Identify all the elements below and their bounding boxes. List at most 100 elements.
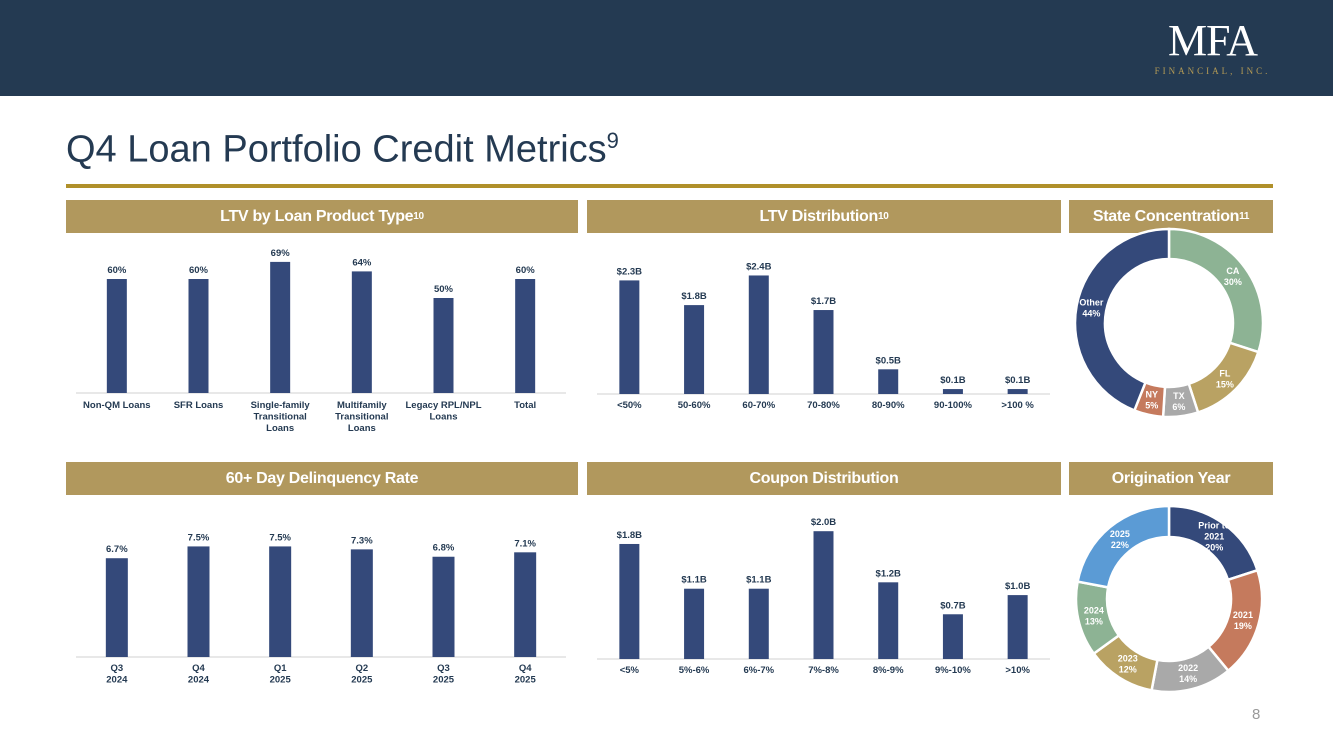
data-label: $1.2B [876, 568, 901, 579]
category-label: 50-60% [678, 400, 711, 411]
bar [878, 369, 899, 394]
bar [432, 556, 455, 657]
panel-header-ltv-product: LTV by Loan Product Type 10 [66, 200, 578, 233]
ltv-distribution-chart: $2.3B <50% $1.8B 50-60% $2.4B 60-70% $1.7B 70-8… [597, 261, 1050, 411]
slice-label-line: 44% [1082, 309, 1100, 319]
data-label: 6.8% [433, 543, 455, 554]
bar [684, 588, 705, 659]
data-label: $0.5B [876, 355, 901, 366]
bar [942, 389, 963, 394]
bar [188, 279, 209, 393]
category-label-line: 2025 [515, 675, 537, 686]
category-label: Q1 2025 [270, 663, 292, 686]
data-label: $1.8B [617, 530, 642, 541]
category-label-line: 6%-7% [743, 665, 774, 676]
category-label-line: Q1 [274, 663, 287, 674]
category-label-line: 5%-6% [679, 665, 710, 676]
data-label: 50% [434, 284, 454, 295]
slice-label-line: 2021 [1233, 610, 1253, 620]
category-label-line: Transitional [335, 412, 388, 423]
bar [748, 275, 769, 394]
data-label: $1.1B [746, 575, 771, 586]
category-label-line: 2024 [106, 675, 128, 686]
slice-label: Other 44% [1079, 298, 1104, 319]
bar [813, 310, 834, 394]
category-label: Total [514, 400, 536, 411]
origination-year-chart: Prior to 2021 20%2021 19%2022 14%2023 12%2024… [1074, 504, 1264, 694]
category-label-line: Total [514, 400, 536, 411]
page-title-footnote: 9 [606, 128, 619, 153]
data-label: 60% [107, 265, 127, 276]
category-label: Q4 2024 [188, 663, 210, 686]
slice-label-line: 2022 [1178, 663, 1198, 673]
slice-label: CA 30% [1224, 266, 1242, 287]
data-label: 6.7% [106, 544, 128, 555]
data-label: $2.3B [617, 266, 642, 277]
bar [350, 549, 373, 657]
footnote-ltv-product: 10 [413, 211, 424, 222]
data-label: 60% [516, 265, 536, 276]
category-label-line: Single-family [251, 400, 311, 411]
category-label: Non-QM Loans [83, 400, 151, 411]
category-label-line: 2024 [188, 675, 210, 686]
slice-label-line: TX [1173, 391, 1185, 401]
header-bar: MFA FINANCIAL, INC. [0, 0, 1333, 96]
category-label-line: 7%-8% [808, 665, 839, 676]
slice-label-line: 20% [1205, 543, 1223, 553]
category-label: SFR Loans [174, 400, 224, 411]
category-label-line: Q3 [437, 663, 450, 674]
category-label-line: 80-90% [872, 400, 905, 411]
category-label: Q2 2025 [351, 663, 373, 686]
slice-label-line: 2023 [1118, 654, 1138, 664]
data-label: $1.8B [681, 291, 706, 302]
panel-title-delinquency: 60+ Day Delinquency Rate [225, 469, 419, 487]
slice-label: NY 5% [1145, 390, 1158, 411]
bar [1007, 595, 1028, 659]
slice-label: FL 15% [1216, 368, 1234, 389]
bar [514, 552, 537, 657]
bar [748, 588, 769, 659]
data-label: $0.1B [1005, 375, 1030, 386]
category-label-line: Loans [430, 412, 458, 423]
category-label-line: 2025 [433, 675, 455, 686]
slice-label: 2022 14% [1178, 663, 1198, 684]
slice-label-line: 2025 [1110, 529, 1130, 539]
panel-title-ltv-distribution: LTV Distribution [759, 207, 879, 225]
category-label-line: 2025 [351, 675, 373, 686]
data-label: 7.1% [514, 538, 536, 549]
bar [433, 298, 454, 393]
category-label-line: SFR Loans [174, 400, 224, 411]
category-label: >100 % [1001, 400, 1034, 411]
category-label: 90-100% [934, 400, 973, 411]
category-label: Q3 2025 [433, 663, 455, 686]
category-label-line: 50-60% [678, 400, 711, 411]
slice-label-line: 15% [1216, 379, 1234, 389]
panel-title-coupon: Coupon Distribution [749, 469, 899, 487]
category-label: Single-family Transitional Loans [251, 400, 311, 434]
page-title: Q4 Loan Portfolio Credit Metrics9 [66, 128, 619, 172]
slice-label-line: 19% [1234, 621, 1252, 631]
category-label: 8%-9% [873, 665, 904, 676]
category-label-line: Loans [266, 423, 294, 434]
data-label: 7.5% [269, 532, 291, 543]
category-label: 80-90% [872, 400, 905, 411]
category-label: Q3 2024 [106, 663, 128, 686]
data-label: $1.0B [1005, 581, 1030, 592]
company-logo: MFA FINANCIAL, INC. [1150, 19, 1275, 82]
slice-label-line: 12% [1119, 665, 1137, 675]
category-label: 5%-6% [679, 665, 710, 676]
category-label: 60-70% [742, 400, 775, 411]
bar [1007, 389, 1028, 394]
data-label: $1.1B [681, 575, 706, 586]
category-label-line: <5% [620, 665, 640, 676]
slice-label-line: NY [1146, 390, 1159, 400]
slice-label-line: 22% [1111, 540, 1129, 550]
category-label: 70-80% [807, 400, 840, 411]
slice-label-line: CA [1226, 266, 1239, 276]
category-label-line: Multifamily [337, 400, 387, 411]
slice-label-line: 13% [1085, 616, 1103, 626]
category-label: 9%-10% [935, 665, 971, 676]
state-concentration-chart: CA 30% FL 15% TX 6% NY 5% Other 44% [1073, 227, 1265, 419]
panel-header-origination: Origination Year [1069, 462, 1273, 495]
